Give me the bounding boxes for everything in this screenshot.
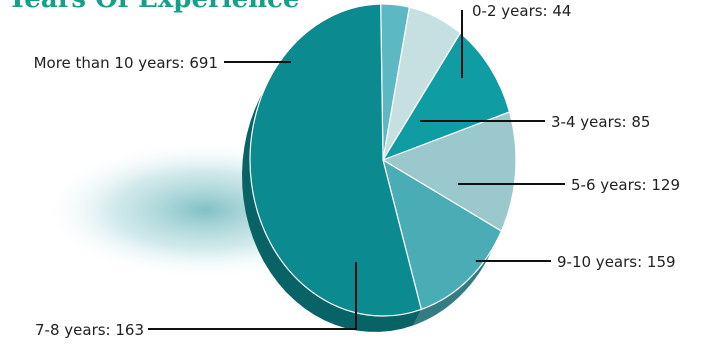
leader-line-7-8-years [148, 262, 357, 330]
data-label-7-8-years: 7-8 years: 163 [35, 321, 144, 339]
data-label-more-than-10-years: More than 10 years: 691 [34, 54, 218, 72]
pie-labels: 0-2 years: 44 3-4 years: 85 5-6 years: 129… [34, 2, 680, 339]
pie-depth-7-8-years [413, 231, 502, 326]
pie-slice-more-than-10-years [249, 3, 422, 317]
data-label-0-2-years: 0-2 years: 44 [472, 2, 571, 20]
pie-leaders [148, 10, 565, 330]
data-label-3-4-years: 3-4 years: 85 [551, 113, 650, 131]
pie-slice-9-10-years [381, 111, 517, 232]
pie-slice-7-8-years [382, 158, 503, 311]
data-label-5-6-years: 5-6 years: 129 [571, 176, 680, 194]
data-label-9-10-years: 9-10 years: 159 [557, 253, 676, 271]
pie-slices [249, 3, 517, 317]
chart-title: Years Of Experience [7, 0, 299, 14]
